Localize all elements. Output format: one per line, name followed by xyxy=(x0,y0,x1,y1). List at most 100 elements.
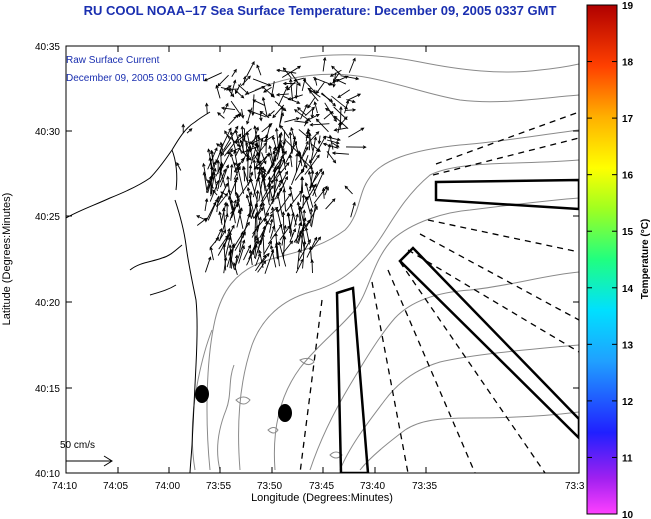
current-vector xyxy=(235,83,242,95)
current-vector xyxy=(264,248,275,274)
current-vector xyxy=(220,106,236,111)
current-vector xyxy=(252,99,265,106)
current-vector xyxy=(227,195,233,211)
current-vector xyxy=(234,254,239,271)
current-vector xyxy=(252,78,272,87)
colorbar-tick-label: 14 xyxy=(622,284,634,295)
y-tick-label: 40:15 xyxy=(35,384,60,395)
current-vector xyxy=(281,224,287,246)
current-vector xyxy=(281,65,302,78)
current-vector xyxy=(277,192,292,213)
current-vector xyxy=(313,101,318,114)
current-vector xyxy=(333,106,348,121)
current-vector xyxy=(310,236,322,251)
current-vector xyxy=(310,259,314,273)
current-vector xyxy=(296,248,302,270)
current-vector xyxy=(276,162,290,179)
current-vector xyxy=(257,260,267,273)
current-vector xyxy=(282,240,294,254)
current-vector xyxy=(248,237,259,260)
current-vector xyxy=(257,225,266,253)
current-vector xyxy=(218,211,223,225)
current-vector xyxy=(289,78,294,101)
current-vector xyxy=(261,233,265,256)
current-vector xyxy=(202,171,208,193)
current-vector xyxy=(256,64,262,76)
current-vector xyxy=(206,179,214,189)
x-tick-label: 74:10 xyxy=(52,481,77,492)
current-vector xyxy=(245,141,251,153)
colorbar xyxy=(586,4,618,515)
current-vector xyxy=(263,218,271,226)
radar-beams xyxy=(335,178,579,473)
current-vector xyxy=(281,211,286,230)
current-vector xyxy=(321,187,326,199)
current-vector xyxy=(344,185,353,195)
current-vector xyxy=(331,95,349,110)
current-vector xyxy=(306,183,317,201)
current-vector xyxy=(252,159,257,179)
current-vector xyxy=(298,239,311,262)
x-tick-label: 73:45 xyxy=(309,481,334,492)
current-vector xyxy=(212,171,218,192)
x-tick-label: 73:55 xyxy=(206,481,231,492)
current-vector xyxy=(287,94,303,101)
y-tick-label: 40:10 xyxy=(35,469,60,480)
current-vector xyxy=(309,207,314,227)
current-vector xyxy=(329,69,342,77)
current-vector xyxy=(290,71,301,87)
current-vector xyxy=(348,57,356,73)
y-tick-label: 40:30 xyxy=(35,127,60,138)
current-vector xyxy=(273,166,277,182)
current-vector xyxy=(247,109,267,118)
current-vector xyxy=(282,67,292,79)
current-vector xyxy=(217,74,229,87)
current-vector xyxy=(344,108,357,112)
current-vector xyxy=(284,117,300,123)
current-vector xyxy=(267,175,272,202)
current-vector xyxy=(299,230,306,251)
current-vector xyxy=(212,189,218,196)
current-vector xyxy=(304,154,320,175)
x-axis-label: Longitude (Degrees:Minutes) xyxy=(251,492,393,504)
current-vector xyxy=(333,115,349,129)
current-vector xyxy=(289,212,295,234)
current-vector xyxy=(226,147,241,155)
map-title: RU COOL NOAA–17 Sea Surface Temperature:… xyxy=(83,3,557,18)
current-vector xyxy=(310,143,321,152)
current-vector xyxy=(277,131,283,151)
current-vector xyxy=(237,84,250,95)
current-vector xyxy=(181,123,185,133)
current-vector xyxy=(243,244,252,261)
x-tick-label: 73:35 xyxy=(412,481,437,492)
colorbar-tick-label: 16 xyxy=(622,171,634,182)
current-vector xyxy=(261,96,268,118)
current-vector xyxy=(279,225,291,241)
current-vector xyxy=(286,212,293,237)
annotation-line2: December 09, 2005 03:00 GMT xyxy=(66,73,207,84)
current-vector xyxy=(203,72,223,82)
current-vector xyxy=(234,239,246,267)
current-vector xyxy=(308,170,319,192)
current-vector xyxy=(331,65,341,75)
current-vector xyxy=(223,227,231,250)
current-vector xyxy=(261,252,270,264)
current-vector xyxy=(315,81,326,95)
current-vector xyxy=(263,135,275,142)
colorbar-tick-label: 13 xyxy=(622,340,634,351)
current-vector xyxy=(275,92,289,97)
colorbar-tick-label: 18 xyxy=(622,58,634,69)
current-vector xyxy=(301,193,306,209)
current-vector xyxy=(274,100,287,112)
x-tick-label: 73:40 xyxy=(360,481,385,492)
current-vector xyxy=(304,182,314,208)
current-vector xyxy=(279,112,285,125)
current-vector xyxy=(305,130,310,142)
y-tick-label: 40:25 xyxy=(35,212,60,223)
current-vector xyxy=(322,56,327,72)
current-vector xyxy=(217,112,225,119)
current-vector xyxy=(246,107,253,125)
x-tick-label: 74:00 xyxy=(155,481,180,492)
current-vector xyxy=(229,130,237,154)
current-vector xyxy=(251,94,255,117)
